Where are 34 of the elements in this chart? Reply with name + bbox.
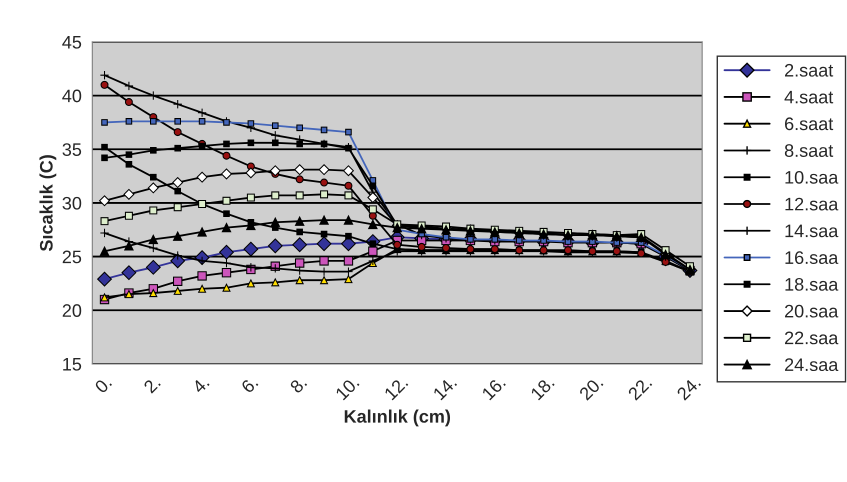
- x-tick-label: 18.: [530, 376, 555, 400]
- x-tick-label: 2.: [143, 376, 161, 394]
- x-tick-label: 22.: [627, 376, 652, 401]
- y-axis-title: Sıcaklık (C): [39, 155, 56, 252]
- x-tick-label: 24.: [676, 376, 701, 401]
- x-axis-title: Kalınlık (cm): [344, 410, 450, 426]
- legend-label: 22.saa: [785, 332, 838, 344]
- x-tick-label: 6.: [240, 376, 258, 394]
- legend-label: 20.saa: [785, 304, 838, 318]
- x-tick-label: 4.: [192, 376, 210, 394]
- legend-label: 8.saat: [784, 144, 834, 157]
- y-tick-label: 15: [63, 358, 82, 371]
- x-tick-label: 20.: [578, 376, 604, 401]
- x-tick-label: 16.: [481, 376, 506, 400]
- legend-label: 2.saat: [785, 64, 834, 77]
- x-tick-label: 0.: [94, 376, 112, 394]
- legend-label: 24.saa: [785, 358, 838, 372]
- legend-label: 4.saat: [784, 90, 834, 104]
- legend-label: 18.saa: [785, 278, 838, 291]
- y-tick-label: 35: [62, 143, 82, 156]
- x-tick-label: 8.: [289, 376, 308, 394]
- x-tick-label: 10.: [334, 376, 360, 400]
- y-tick-label: 25: [62, 250, 82, 264]
- x-tick-label: 12.: [384, 376, 408, 400]
- x-tick-label: 14.: [432, 376, 458, 400]
- y-tick-label: 30: [62, 196, 82, 210]
- y-tick-label: 20: [62, 304, 82, 317]
- legend-label: 6.saat: [785, 117, 834, 130]
- y-tick-label: 40: [62, 90, 82, 102]
- y-tick-label: 45: [62, 36, 82, 49]
- legend-label: 14.saa: [785, 224, 838, 238]
- legend-label: 10.saa: [785, 170, 838, 184]
- legend-label: 12.saa: [785, 198, 838, 210]
- legend-label: 16.saa: [785, 251, 838, 264]
